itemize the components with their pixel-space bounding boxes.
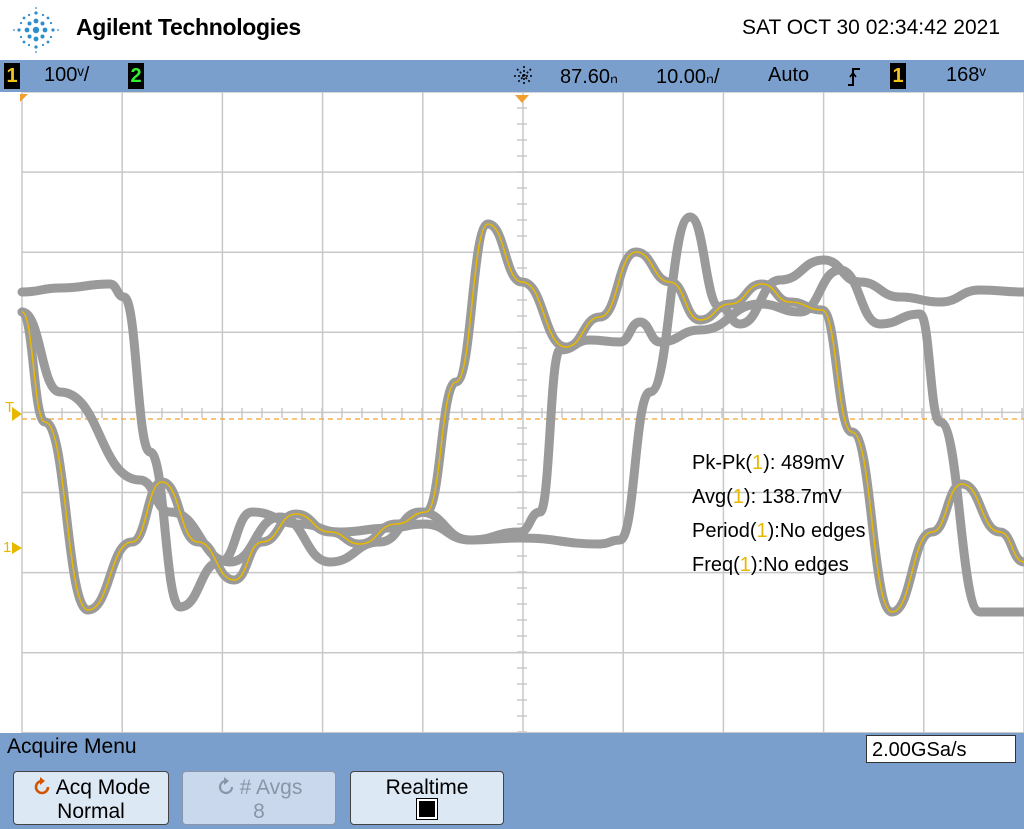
acquire-menu: Acquire Menu 2.00GSa/s Acq Mode Normal #… (0, 733, 1024, 829)
trigger-mode: Auto (768, 64, 810, 86)
ch1-indicator[interactable]: 1 (4, 63, 20, 89)
trigger-source: 1 (890, 63, 906, 89)
persistence-trace (17, 212, 1024, 612)
delay-icon (514, 66, 534, 86)
realtime-checkbox[interactable] (416, 798, 438, 820)
delay-marker-icon (515, 95, 529, 103)
acq-mode-value: Normal (57, 800, 125, 823)
rising-edge-icon (848, 68, 860, 86)
measurement-avg: Avg(1): 138.7mV (692, 486, 842, 508)
avgs-value: 8 (253, 800, 265, 823)
measurement-period: Period(1):No edges (692, 520, 866, 542)
svg-text:T: T (5, 399, 14, 416)
center-ticks (21, 92, 1023, 733)
avgs-label: # Avgs (239, 776, 303, 799)
waveform-display[interactable]: T 1 Pk-Pk(1): 489mV Avg(1): 138.7mV Peri… (0, 92, 1024, 733)
measurement-pkpk: Pk-Pk(1): 489mV (692, 452, 845, 474)
timebase-value: 10.00ₙ/ (656, 66, 720, 88)
realtime-label: Realtime (385, 776, 469, 799)
trigger-level: 168ᵛ (946, 64, 986, 86)
datetime: SAT OCT 30 02:34:42 2021 (741, 16, 1000, 39)
measurement-freq: Freq(1):No edges (692, 554, 849, 576)
ch2-indicator[interactable]: 2 (128, 63, 144, 89)
acq-mode-softkey[interactable]: Acq Mode Normal (13, 771, 169, 825)
avgs-softkey[interactable]: # Avgs 8 (182, 771, 336, 825)
delay-value: 87.60ₙ (560, 66, 619, 88)
sample-rate: 2.00GSa/s (866, 735, 1016, 763)
left-corner-marker-icon (20, 94, 28, 102)
status-bar: 1 100ᵛ/ 2 87.60ₙ 10.00ₙ/ Auto 1 168ᵛ (0, 60, 1024, 92)
menu-title: Acquire Menu (7, 735, 137, 758)
realtime-softkey[interactable]: Realtime (350, 771, 504, 825)
ch1-scale: 100ᵛ/ (44, 64, 90, 86)
agilent-logo-icon (13, 7, 59, 53)
svg-text:1: 1 (3, 539, 11, 556)
acq-mode-label: Acq Mode (55, 776, 151, 799)
graticule: T 1 (3, 92, 1024, 733)
cycle-icon (218, 777, 233, 795)
ch1-ground-marker[interactable]: 1 (3, 539, 22, 556)
trigger-level-marker[interactable]: T (5, 399, 22, 421)
cycle-icon (34, 777, 50, 795)
persistence-trace (17, 265, 1024, 617)
header-bar: Agilent Technologies SAT OCT 30 02:34:42… (0, 0, 1024, 60)
ch1-live-trace (21, 223, 1024, 613)
brand-name: Agilent Technologies (76, 14, 301, 40)
